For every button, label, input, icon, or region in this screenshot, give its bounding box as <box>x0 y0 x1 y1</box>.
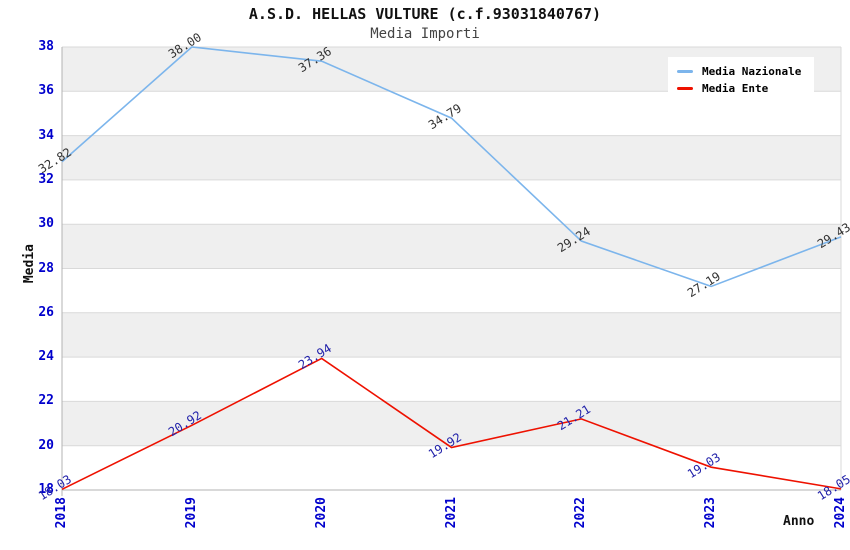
line-swatch-icon <box>677 70 693 73</box>
y-tick-label: 22 <box>38 393 54 409</box>
x-tick-label: 2020 <box>313 497 329 529</box>
grid-band <box>62 312 841 358</box>
grid-band <box>62 401 841 446</box>
y-tick-label: 18 <box>38 482 54 497</box>
legend-item-label: Media Nazionale <box>702 65 802 78</box>
y-tick-label: 24 <box>38 349 54 365</box>
chart-title: A.S.D. HELLAS VULTURE (c.f.93031840767) <box>248 5 602 23</box>
y-axis-title: Media <box>22 244 37 284</box>
legend-item-media-nazionale[interactable]: Media Nazionale <box>677 63 805 80</box>
series-line-media-nazionale[interactable] <box>61 46 842 288</box>
x-axis-title: Anno <box>783 514 815 529</box>
x-tick-label: 2021 <box>443 497 459 529</box>
legend-item-media-ente[interactable]: Media Ente <box>677 80 805 97</box>
grid-band <box>62 224 841 269</box>
x-tick-label: 2018 <box>54 497 69 529</box>
y-tick-label: 32 <box>38 171 54 187</box>
y-tick-label: 38 <box>38 39 54 54</box>
x-tick-label: 2019 <box>183 497 199 529</box>
x-tick-label: 2023 <box>703 497 719 529</box>
x-tick-label: 2024 <box>833 497 848 529</box>
y-tick-label: 26 <box>38 304 54 320</box>
x-tick-label: 2022 <box>573 497 589 529</box>
chart-subtitle: Media Importi <box>370 26 480 42</box>
y-tick-label: 36 <box>38 83 54 99</box>
series-line-media-ente[interactable] <box>61 357 842 491</box>
y-tick-label: 28 <box>38 260 54 276</box>
legend: Media Nazionale Media Ente <box>668 57 814 103</box>
y-tick-label: 30 <box>38 216 54 232</box>
line-swatch-icon <box>677 87 693 90</box>
legend-item-label: Media Ente <box>702 82 769 95</box>
y-tick-label: 34 <box>38 127 54 143</box>
grid-band <box>62 135 841 180</box>
y-tick-label: 20 <box>38 437 54 453</box>
